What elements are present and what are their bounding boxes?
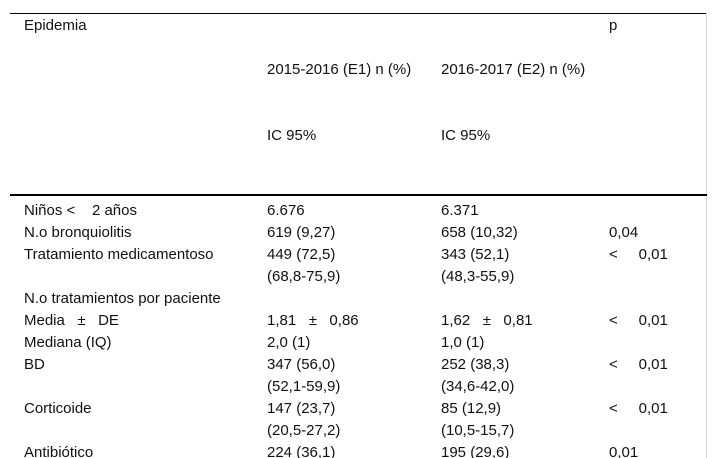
e2-cell: 195 (29,6)(26,2-33,2) (427, 442, 595, 458)
e2-cell (427, 288, 595, 310)
header-season-e1: 2015-2016 (E1) n (%) IC 95% (253, 13, 427, 196)
header-epidemia: Epidemia (10, 13, 253, 196)
row-label: Corticoide (24, 400, 92, 417)
p-cell: < 0,01 (595, 310, 706, 332)
e2-ci: (10,5-15,7) (441, 422, 515, 439)
row-label: Media ± DE (24, 312, 119, 329)
p-value: < 0,01 (609, 246, 668, 263)
e1-cell: 2,0 (1) (253, 332, 427, 354)
table-row: Corticoide 147 (23,7) (20,5-27,2) 85 (12,… (10, 398, 706, 442)
label-cell: Tratamiento medicamentoso (10, 244, 253, 288)
e2-ci: (48,3-55,9) (441, 268, 515, 285)
e2-cell: 85 (12,9) (10,5-15,7) (427, 398, 595, 442)
e2-ci: (34,6-42,0) (441, 378, 515, 395)
e2-value: 85 (12,9) (441, 400, 502, 417)
p-cell: < 0,01 (595, 398, 706, 442)
e1-cell: 6.676 (253, 195, 427, 222)
p-value: < 0,01 (609, 312, 668, 329)
e2-value: 195 (29,6) (441, 444, 510, 458)
e1-value: 1,81 ± 0,86 (267, 312, 359, 329)
p-cell (595, 332, 706, 354)
label-cell: Mediana (IQ) (10, 332, 253, 354)
header-row: Epidemia 2015-2016 (E1) n (%) IC 95% 201… (10, 13, 706, 196)
p-cell (595, 288, 706, 310)
header-p: p (595, 13, 706, 196)
row-label: Antibiótico (24, 444, 94, 458)
p-cell: 0,04 (595, 222, 706, 244)
row-label: N.o bronquiolitis (24, 224, 132, 241)
e1-cell: 449 (72,5) (68,8-75,9) (253, 244, 427, 288)
e2-cell: 252 (38,3) (34,6-42,0) (427, 354, 595, 398)
e2-value: 1,0 (1) (441, 334, 485, 351)
header-e2-line2: IC 95% (441, 127, 491, 144)
e1-ci: (20,5-27,2) (267, 422, 341, 439)
e2-cell: 343 (52,1) (48,3-55,9) (427, 244, 595, 288)
e1-value: 449 (72,5) (267, 246, 336, 263)
e1-value: 147 (23,7) (267, 400, 336, 417)
e2-cell: 658 (10,32) (427, 222, 595, 244)
e1-cell: 347 (56,0) (52,1-59,9) (253, 354, 427, 398)
table-row: Media ± DE 1,81 ± 0,86 1,62 ± 0,81 < 0,0… (10, 310, 706, 332)
label-cell: Niños < 2 años (10, 195, 253, 222)
e2-value: 6.371 (441, 202, 479, 219)
p-value: < 0,01 (609, 400, 668, 417)
e1-cell: 224 (36,1)(32,5-40,0) (253, 442, 427, 458)
table-row: N.o bronquiolitis 619 (9,27) 658 (10,32)… (10, 222, 706, 244)
label-cell: Media ± DE (10, 310, 253, 332)
header-e2-line1: 2016-2017 (E2) n (%) (441, 61, 586, 78)
e2-value: 343 (52,1) (441, 246, 510, 263)
p-cell (595, 195, 706, 222)
row-label: BD (24, 356, 45, 373)
header-e1-line2: IC 95% (267, 127, 317, 144)
e1-cell: 1,81 ± 0,86 (253, 310, 427, 332)
e2-value: 1,62 ± 0,81 (441, 312, 533, 329)
header-p-label: p (609, 17, 618, 34)
row-label: Niños < 2 años (24, 202, 137, 219)
row-label: N.o tratamientos por paciente (24, 290, 221, 307)
label-cell: Corticoide (10, 398, 253, 442)
p-value: 0,04 (609, 224, 639, 241)
p-cell: < 0,01 (595, 244, 706, 288)
e1-value: 224 (36,1) (267, 444, 336, 458)
p-value: 0,01 (609, 444, 639, 458)
table-row: BD 347 (56,0) (52,1-59,9) 252 (38,3) (34,6… (10, 354, 706, 398)
e1-cell: 619 (9,27) (253, 222, 427, 244)
e2-value: 252 (38,3) (441, 356, 510, 373)
e1-cell (253, 288, 427, 310)
e2-cell: 1,0 (1) (427, 332, 595, 354)
label-cell: N.o bronquiolitis (10, 222, 253, 244)
p-cell: 0,01 (595, 442, 706, 458)
table-row: Mediana (IQ) 2,0 (1) 1,0 (1) (10, 332, 706, 354)
p-value: < 0,01 (609, 356, 668, 373)
row-label: Tratamiento medicamentoso (24, 246, 214, 263)
label-cell: N.o tratamientos por paciente (10, 288, 253, 310)
e2-cell: 6.371 (427, 195, 595, 222)
e1-cell: 147 (23,7) (20,5-27,2) (253, 398, 427, 442)
e1-value: 619 (9,27) (267, 224, 336, 241)
e2-cell: 1,62 ± 0,81 (427, 310, 595, 332)
table-row: N.o tratamientos por paciente (10, 288, 706, 310)
header-season-e2: 2016-2017 (E2) n (%) IC 95% (427, 13, 595, 196)
e1-value: 6.676 (267, 202, 305, 219)
label-cell: Antibiótico (10, 442, 253, 458)
p-cell: < 0,01 (595, 354, 706, 398)
e1-ci: (52,1-59,9) (267, 378, 341, 395)
e1-value: 2,0 (1) (267, 334, 311, 351)
table-header: Epidemia 2015-2016 (E1) n (%) IC 95% 201… (10, 13, 706, 196)
table-row: Antibiótico 224 (36,1)(32,5-40,0) 195 (2… (10, 442, 706, 458)
header-epidemia-label: Epidemia (24, 17, 87, 34)
e1-value: 347 (56,0) (267, 356, 336, 373)
label-cell: BD (10, 354, 253, 398)
table-row: Tratamiento medicamentoso 449 (72,5) (68,… (10, 244, 706, 288)
e1-ci: (68,8-75,9) (267, 268, 341, 285)
row-label: Mediana (IQ) (24, 334, 112, 351)
table-body: Niños < 2 años 6.676 6.371 N.o bronquiol… (10, 195, 706, 458)
e2-value: 658 (10,32) (441, 224, 518, 241)
table-row: Niños < 2 años 6.676 6.371 (10, 195, 706, 222)
epidemia-table: Epidemia 2015-2016 (E1) n (%) IC 95% 201… (10, 13, 707, 458)
header-e1-line1: 2015-2016 (E1) n (%) (267, 61, 412, 78)
